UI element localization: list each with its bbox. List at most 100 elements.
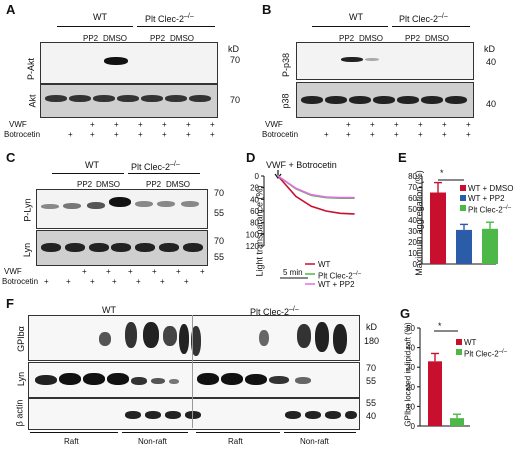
band — [135, 243, 155, 252]
e-y-tick-label: 70 — [408, 183, 417, 192]
legend-d-wtpp2: WT + PP2 — [318, 280, 355, 289]
legend-d-wt: WT — [318, 260, 331, 269]
band — [89, 243, 109, 252]
e-y-tick-label: 60 — [408, 194, 417, 203]
e-y-tick-label: 0 — [413, 260, 418, 269]
panel-b-ko-line — [392, 26, 470, 27]
panel-b-label: B — [262, 2, 272, 17]
panel-a-label: A — [6, 2, 16, 17]
panel-b-blot-top — [296, 42, 474, 80]
band — [99, 332, 111, 346]
d-y-tick-label: 100 — [246, 230, 260, 239]
band — [159, 243, 179, 252]
panel-b-kd: kD — [484, 44, 495, 54]
panel-f-kd: kD — [366, 322, 377, 332]
band — [269, 376, 289, 384]
legend-g-ko: Plt Clec-2–/– — [464, 349, 508, 359]
panel-f-wt: WT — [102, 305, 116, 315]
band — [117, 95, 139, 102]
band — [111, 243, 131, 252]
panel-e-label: E — [398, 150, 407, 165]
band — [63, 203, 81, 209]
band — [259, 330, 269, 346]
legend-g-wt: WT — [464, 338, 477, 347]
e-y-tick-label: 50 — [408, 205, 417, 214]
band — [69, 95, 91, 102]
panel-c-botro: Botrocetin — [2, 277, 39, 286]
band — [301, 96, 323, 104]
band — [365, 58, 379, 61]
e-y-tick-label: 20 — [408, 238, 417, 247]
legend-d-ko: Plt Clec-2–/– — [318, 271, 362, 281]
panel-f-m55: 55 — [366, 376, 377, 386]
band — [104, 57, 128, 65]
band — [183, 243, 203, 252]
panel-a-m1: 70 — [230, 55, 241, 65]
e-y-tick-label: 30 — [408, 227, 417, 236]
panel-a-kd: kD — [228, 44, 239, 54]
panel-d-label: D — [246, 150, 256, 165]
panel-c-pp2-2: PP2 — [146, 180, 162, 189]
e-y-tick-label: 40 — [408, 216, 417, 225]
panel-c-dmso-1: DMSO — [96, 180, 120, 189]
band — [191, 326, 201, 356]
panel-f-nonraft-line-2 — [284, 432, 356, 433]
band — [131, 377, 147, 385]
band — [157, 201, 175, 207]
band — [163, 326, 177, 346]
band — [41, 243, 61, 252]
panel-c-m1: 70 — [214, 188, 225, 198]
band — [295, 377, 311, 384]
panel-f-divider — [192, 315, 193, 428]
band — [165, 411, 181, 419]
band — [87, 202, 105, 209]
g-y-tick-label: 50 — [406, 324, 415, 333]
panel-c-ko: Plt Clec-2–/– — [131, 161, 180, 172]
band — [41, 204, 59, 209]
panel-g-label: G — [400, 306, 411, 321]
band — [445, 96, 467, 104]
band — [35, 375, 57, 385]
panel-a-blot-bottom — [40, 84, 218, 118]
band — [107, 373, 129, 385]
band — [181, 201, 199, 207]
band — [151, 378, 165, 384]
band — [373, 96, 395, 104]
band — [341, 57, 363, 62]
band — [65, 243, 85, 252]
band — [165, 95, 187, 102]
panel-c-wt: WT — [85, 160, 99, 170]
panel-c-vwf: VWF — [4, 267, 22, 276]
panel-b-dmso-1: DMSO — [359, 34, 383, 43]
panel-c-m4: 55 — [214, 252, 225, 262]
band — [397, 96, 419, 104]
band — [297, 324, 311, 348]
panel-b-dmso-2: DMSO — [425, 34, 449, 43]
band — [189, 95, 211, 102]
panel-f-m40: 40 — [366, 411, 377, 421]
band — [145, 411, 161, 419]
e-bar — [456, 229, 472, 264]
band — [345, 411, 357, 419]
panel-d-scale-label: 5 min — [283, 268, 303, 277]
d-y-tick-label: 80 — [250, 219, 259, 228]
band — [83, 373, 105, 385]
g-y-tick-label: 0 — [411, 422, 416, 431]
band — [125, 322, 137, 348]
e-legend-swatch — [460, 195, 466, 201]
panel-c-blot-bottom — [36, 230, 208, 266]
d-y-tick-label: 60 — [250, 207, 259, 216]
band — [141, 95, 163, 102]
panel-a-ko: Plt Clec-2–/– — [145, 13, 194, 24]
panel-b-pp2-1: PP2 — [339, 34, 355, 43]
band — [421, 96, 443, 104]
g-y-tick-label: 20 — [406, 383, 415, 392]
legend-e-ko: Plt Clec-2–/– — [468, 205, 512, 215]
panel-a-dmso-1: DMSO — [103, 34, 127, 43]
legend-e-wtdmso: WT + DMSO — [468, 184, 514, 193]
g-y-tick-label: 40 — [406, 344, 415, 353]
e-bar — [482, 228, 498, 264]
